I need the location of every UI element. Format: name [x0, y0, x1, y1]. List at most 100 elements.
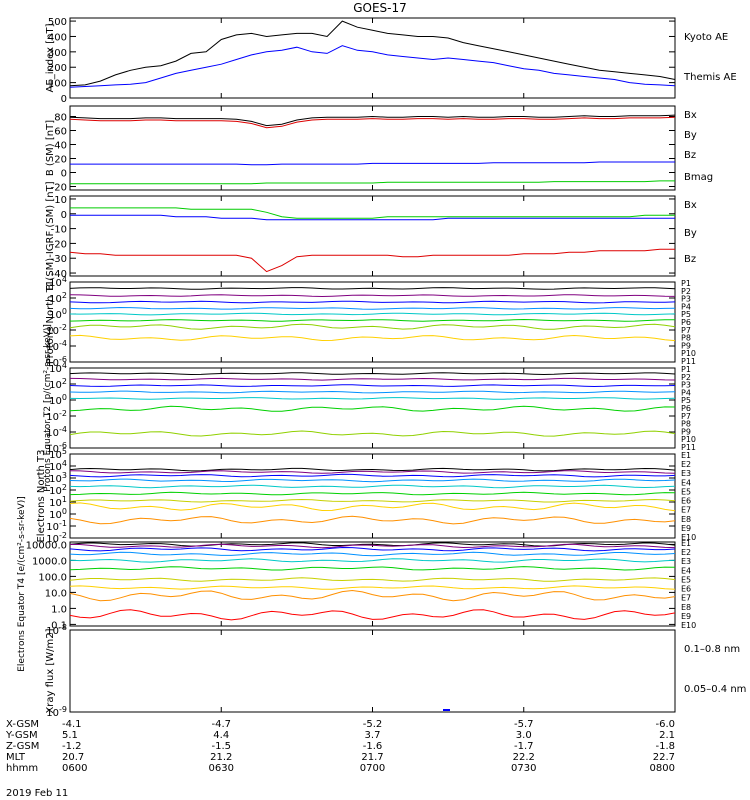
pet2-channel-line: [69, 390, 676, 394]
xray-ylabel: Xray flux [W/m2]: [45, 628, 56, 713]
ent3-channel-line: [69, 515, 676, 525]
ent3-channel-line: [69, 478, 676, 483]
pnt1-legend-item: P10: [681, 349, 696, 358]
orbit-value: 20.7: [62, 752, 84, 763]
pet2-ylabel: Protons Equator T2 [p/(cm²-s-sr-keV)]: [43, 324, 53, 492]
ent3-channel-line: [69, 491, 676, 496]
pnt1-legend-item: P9: [681, 341, 691, 350]
eet4-channel-line: [69, 551, 676, 557]
ae-ytick: 500: [48, 17, 67, 28]
bigrf-ytick: -20: [51, 239, 67, 250]
panel-electrons-north: 10510410310210110010-110-2E1E2E3E4E5E6E7…: [36, 447, 696, 545]
pet2-legend-item: P6: [681, 404, 691, 413]
bigrf-ytick: -10: [51, 225, 67, 236]
pet2-legend-item: P8: [681, 420, 691, 429]
pnt1-channel-line: [69, 306, 676, 310]
ae-ytick: 0: [61, 94, 67, 105]
eet4-legend-item: E7: [681, 594, 691, 603]
eet4-channel-line: [69, 589, 676, 602]
eet4-ytick: 1000.0: [32, 556, 67, 567]
orbit-value: 4.4: [213, 730, 229, 741]
bigrf-ytick: -40: [51, 269, 67, 280]
pnt1-legend-item: P6: [681, 318, 691, 327]
bsm-ytick: 80: [54, 113, 67, 124]
eet4-ytick: 1.0: [51, 604, 67, 615]
ae-ytick: 300: [48, 48, 67, 59]
orbit-value: 0730: [511, 763, 536, 774]
pnt1-channel-line: [69, 334, 676, 342]
orbit-row-label: X-GSM: [6, 719, 39, 730]
ae-ytick: 100: [48, 79, 67, 90]
ent3-channel-line: [69, 473, 676, 478]
orbit-value: -5.7: [514, 719, 534, 730]
orbit-value: -1.5: [211, 741, 231, 752]
date-label: 2019 Feb 11: [6, 788, 68, 799]
orbit-value: 2.1: [659, 730, 675, 741]
pnt1-legend-item: P4: [681, 302, 691, 311]
pnt1-channel-line: [69, 300, 676, 304]
legend-bz: Bz: [684, 150, 696, 161]
pet2-legend-item: P2: [681, 373, 691, 382]
pnt1-legend-item: P5: [681, 310, 691, 319]
bigrf-series-2: [69, 248, 675, 273]
orbit-value: 22.2: [513, 752, 535, 763]
ent3-legend-item: E8: [681, 515, 691, 524]
bsm-series-1: [70, 180, 675, 185]
pet2-channel-line: [69, 430, 676, 437]
orbit-value: 3.7: [365, 730, 381, 741]
orbit-value: -4.7: [211, 719, 231, 730]
pnt1-legend-item: P1: [681, 279, 691, 288]
bigrf-ytick: -30: [51, 254, 67, 265]
pnt1-channel-line: [69, 318, 675, 322]
bsm-ytick: 20: [54, 155, 67, 166]
eet4-legend-item: E5: [681, 575, 691, 584]
orbit-value: -4.1: [62, 719, 82, 730]
ae-series-0: [69, 20, 676, 87]
orbit-value: 0600: [62, 763, 87, 774]
orbit-value: -5.2: [363, 719, 383, 730]
orbit-value: -1.6: [363, 741, 383, 752]
orbit-row-label: hhmm: [6, 763, 38, 774]
legend-bigrf-by: By: [684, 228, 697, 239]
eet4-legend-item: E10: [681, 621, 696, 630]
eet4-channel-line: [70, 543, 676, 549]
panel-bsm: -20 0 20 40 60 80 B (SM) [nT] Bx By Bz Bmag: [45, 105, 713, 194]
eet4-ytick: 0.1: [51, 620, 67, 631]
eet4-ytick: 100.0: [38, 572, 67, 583]
ae-series-1: [69, 45, 676, 88]
eet4-ylabel: Electrons Equator T4 [e/(cm²-s-sr-keV)]: [17, 496, 27, 672]
legend-kyoto-ae: Kyoto AE: [684, 32, 728, 43]
ent3-legend-item: E3: [681, 469, 691, 478]
orbit-value: -1.2: [62, 741, 82, 752]
legend-bigrf-bz: Bz: [684, 254, 696, 265]
pet2-channel-line: [69, 397, 676, 400]
eet4-channel-line: [69, 566, 676, 571]
orbit-value: -1.8: [655, 741, 675, 752]
pnt1-channel-line: [69, 312, 676, 316]
pnt1-legend-item: P7: [681, 326, 691, 335]
orbit-row-label: Z-GSM: [6, 741, 39, 752]
ent3-channel-line: [69, 484, 676, 489]
orbit-table: X-GSM -4.1 -4.7 -5.2 -5.7 -6.0 Y-GSM 5.1 4.4 3.7 3…: [5, 719, 675, 774]
pnt1-channel-line: [69, 323, 676, 330]
eet4-legend-item: E3: [681, 557, 691, 566]
ent3-legend-item: E2: [681, 460, 691, 469]
pnt1-channel-line: [69, 294, 676, 298]
pet2-legend-item: P10: [681, 435, 696, 444]
pnt1-channel-line: [69, 287, 676, 290]
ent3-legend-item: E10: [681, 533, 696, 542]
orbit-value: 0700: [360, 763, 385, 774]
ent3-ylabel: Electrons North T3: [36, 449, 47, 542]
legend-bmag: Bmag: [684, 172, 713, 183]
pet2-legend-item: P7: [681, 412, 691, 421]
ent3-channel-line: [69, 467, 676, 472]
panel-pnt1-frame: [69, 281, 676, 363]
bsm-ylabel: B (SM) [nT]: [45, 120, 56, 176]
ent3-legend-item: E9: [681, 524, 691, 533]
ent3-legend-item: E4: [681, 478, 691, 487]
bsm-ytick: -20: [51, 183, 67, 194]
eet4-ytick: 10000.0: [26, 540, 67, 551]
ent3-legend-item: E7: [681, 506, 691, 515]
eet4-legend-item: E6: [681, 585, 691, 594]
eet4-legend-item: E8: [681, 603, 691, 612]
